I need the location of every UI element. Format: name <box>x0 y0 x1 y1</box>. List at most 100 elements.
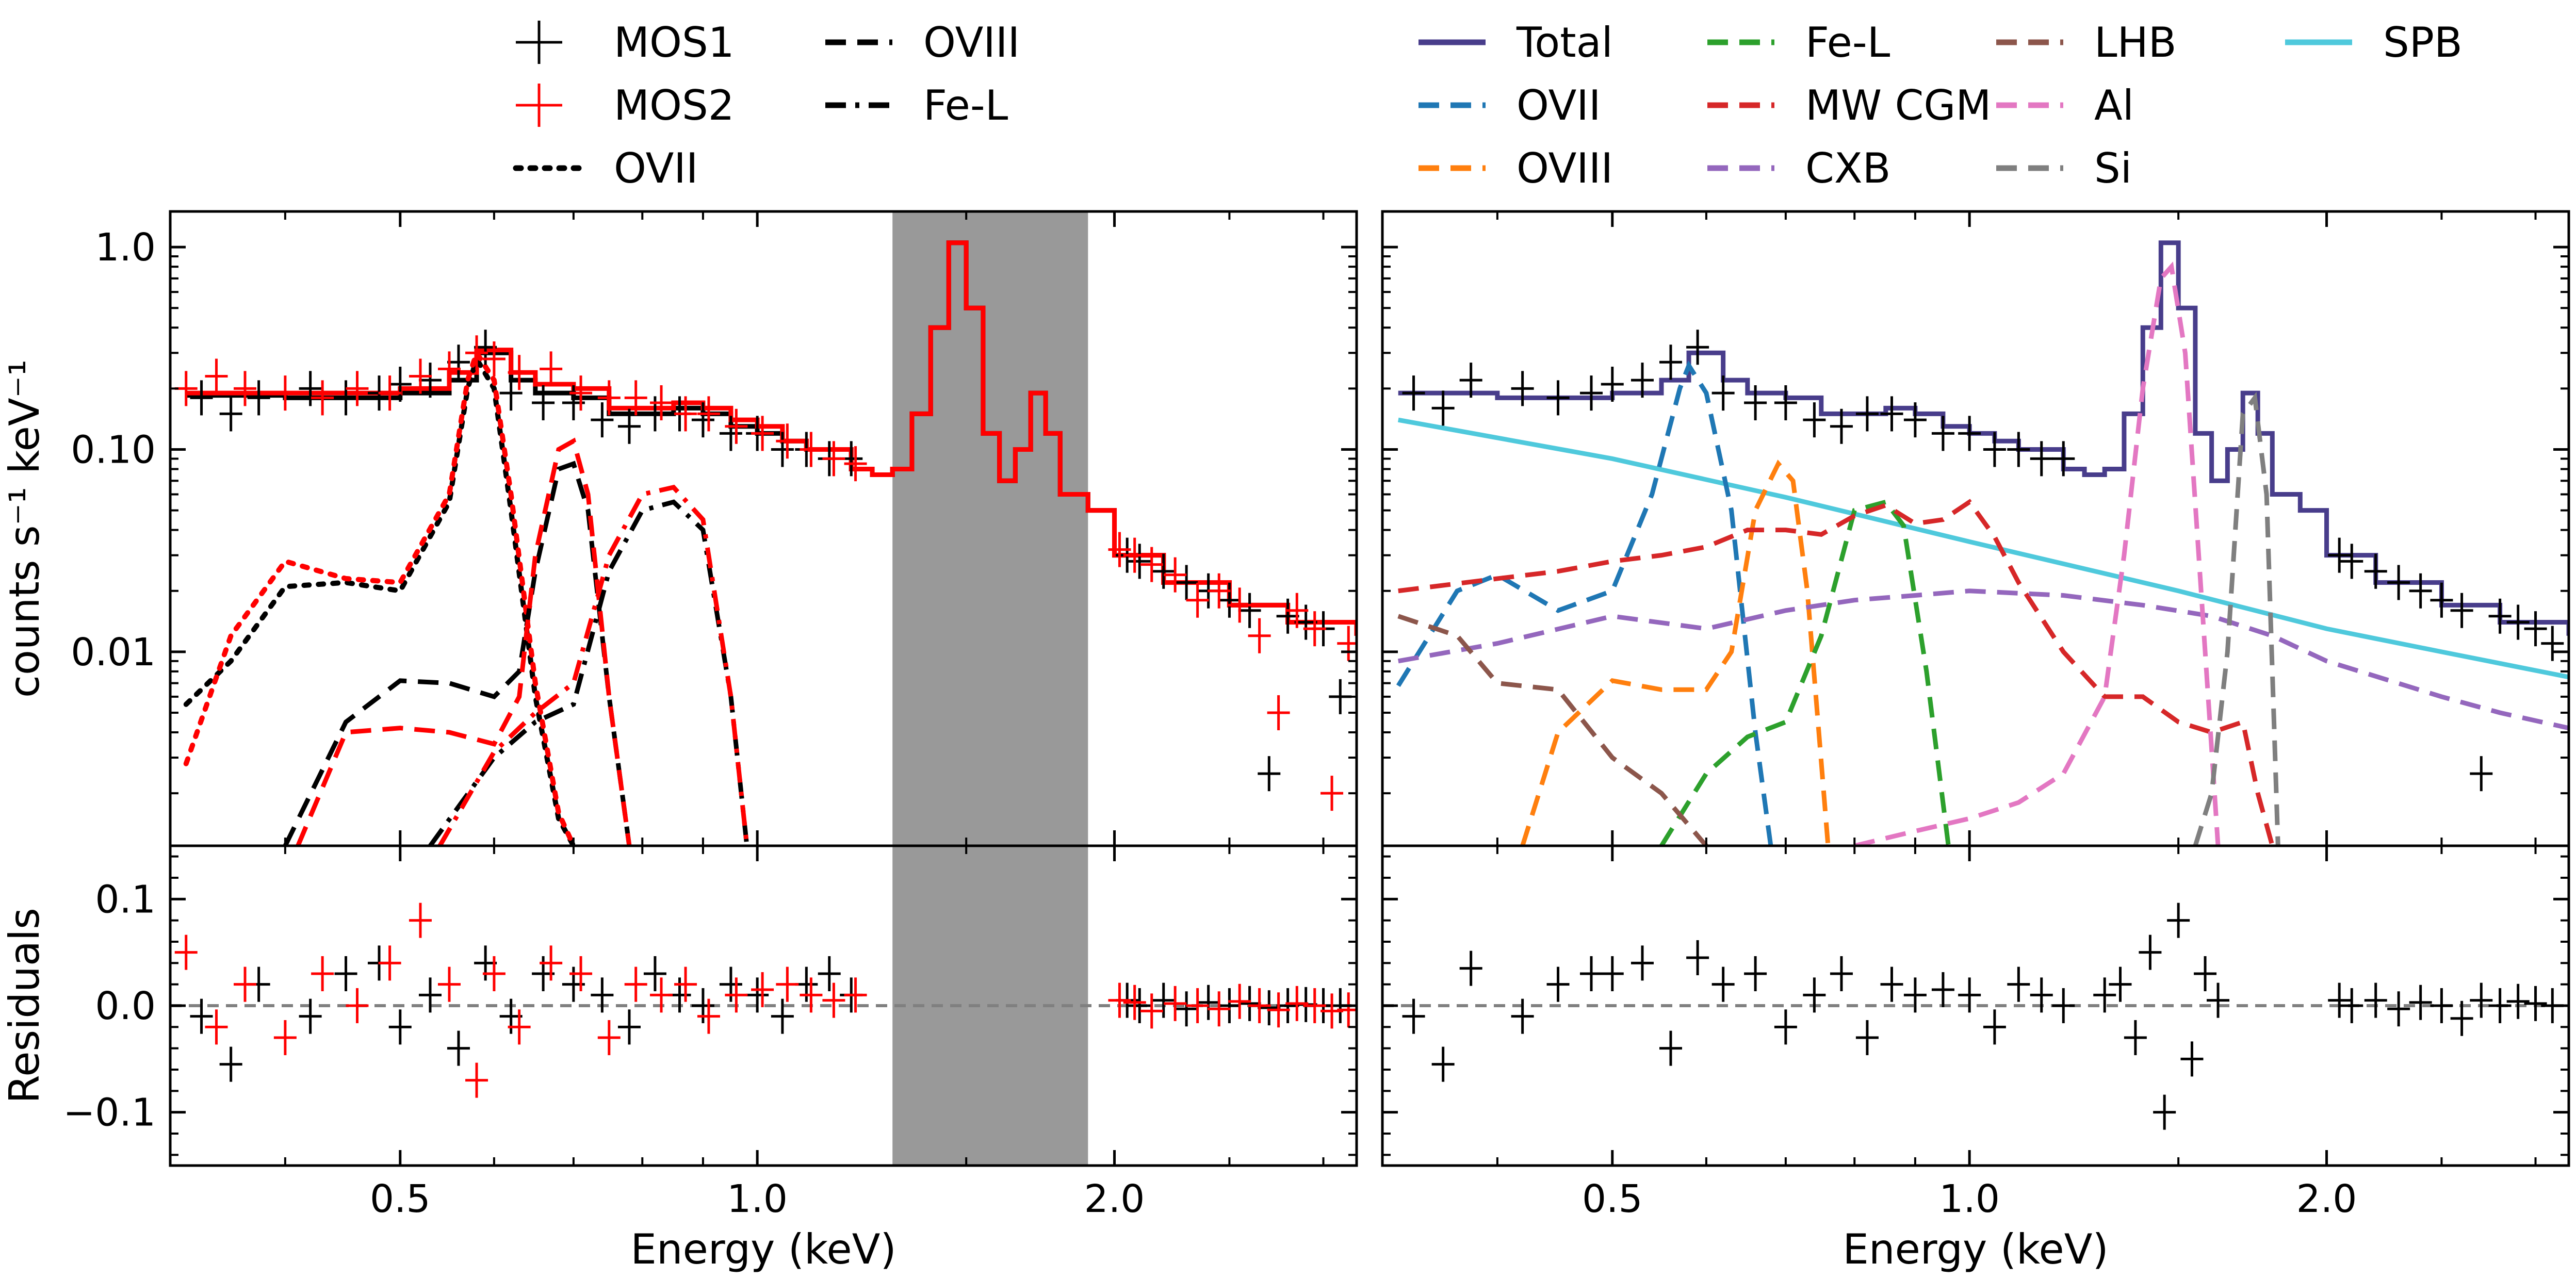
x-tick-label: 0.5 <box>370 1177 431 1221</box>
x-tick-label: 2.0 <box>2296 1177 2357 1221</box>
data-point-mos2 <box>1123 537 1146 573</box>
data-point-mos1 <box>334 380 357 416</box>
data-point-mos2-residuals <box>482 956 506 991</box>
legend-left: MOS1 MOS2 OVII OVIII Fe-L <box>513 19 1020 192</box>
series-line-oviii <box>1520 460 1831 846</box>
data-point-mos2 <box>674 396 697 432</box>
data-point-mos2-residuals <box>234 966 257 1002</box>
data-point-mos2-residuals <box>378 945 401 981</box>
data-point-data <box>1958 416 1981 451</box>
data-point-data <box>1431 390 1455 426</box>
data-point-mos1 <box>447 345 470 380</box>
data-point-mos1 <box>1175 565 1198 600</box>
data-point-residuals <box>2139 934 2162 970</box>
data-point-mos1 <box>219 396 242 432</box>
series-line-fe-l-mos1 <box>428 499 749 846</box>
x-axis-title: Energy (keV) <box>1843 1225 2108 1273</box>
x-tick-label: 0.5 <box>1582 1177 1643 1221</box>
data-point-data <box>1459 363 1482 398</box>
data-point-residuals <box>1402 998 1425 1034</box>
data-point-data <box>1711 375 1735 411</box>
data-point-mos1-residuals <box>746 977 769 1013</box>
series-line-fe-l <box>1659 499 1951 846</box>
data-point-mos2-residuals <box>1285 986 1309 1021</box>
y-tick-label: 0.0 <box>95 984 156 1028</box>
data-point-mos2 <box>1164 557 1187 593</box>
series-line-mos2-model <box>186 240 1357 636</box>
series-line-al <box>1854 261 2221 846</box>
data-point-residuals <box>1958 977 1981 1013</box>
data-point-data <box>2387 565 2410 600</box>
data-point-data <box>2007 432 2030 467</box>
data-point-mos1 <box>617 408 641 444</box>
data-point-residuals <box>2194 956 2217 991</box>
data-point-data <box>2364 553 2387 589</box>
data-point-mos1 <box>418 363 442 398</box>
data-point-residuals <box>1774 1009 1797 1045</box>
data-point-mos2 <box>1267 695 1290 730</box>
series-line-mw-cgm <box>1398 499 2275 846</box>
data-point-mos2-residuals <box>437 966 461 1002</box>
panel-top-left-spectrum: 1.0 0.10 0.01 counts s⁻¹ keV⁻¹ <box>1 210 1358 847</box>
y-axis-title: counts s⁻¹ keV⁻¹ <box>1 359 48 698</box>
data-point-data <box>1803 402 1826 438</box>
legend-label: SPB <box>2383 19 2463 67</box>
legend-item-lhb: LHB <box>1996 19 2177 67</box>
data-point-residuals <box>2109 966 2132 1002</box>
data-point-mos2 <box>751 416 774 451</box>
series-line-spb <box>1397 417 2569 680</box>
data-point-residuals <box>2052 988 2075 1023</box>
data-point-residuals <box>2124 1020 2147 1055</box>
data-point-mos2-residuals <box>597 1020 621 1055</box>
legend-right: Total OVII OVIII Fe-L MW CGM CXB LHB Al Si SPB <box>1419 19 2463 192</box>
data-point-residuals <box>1931 972 1954 1007</box>
data-point-mos2-residuals <box>1123 985 1146 1020</box>
y-tick-label: 1.0 <box>95 225 156 270</box>
legend-label: Total <box>1516 19 1613 67</box>
legend-item-cxb: CXB <box>1707 144 1891 192</box>
data-point-mos1-residuals <box>1175 991 1198 1027</box>
shaded-band <box>892 211 1088 846</box>
data-point-mos2-residuals <box>1208 991 1231 1027</box>
data-point-mos1-residuals <box>617 1009 641 1045</box>
data-point-data <box>2524 611 2547 647</box>
data-point-residuals <box>1659 1030 1682 1066</box>
data-point-mos1 <box>190 380 213 416</box>
data-point-data <box>1580 375 1603 411</box>
data-point-mos2 <box>1208 573 1231 609</box>
data-point-mos2 <box>776 423 799 459</box>
data-point-mos1 <box>691 402 714 438</box>
axis-frame <box>169 210 1358 847</box>
data-point-mos1 <box>1238 593 1261 628</box>
axis-frame <box>1381 210 2570 847</box>
data-point-mos2 <box>482 341 506 377</box>
data-point-mos1 <box>719 416 742 451</box>
legend-label: MOS1 <box>614 19 735 67</box>
panel-top-right-spectrum <box>1381 210 2570 847</box>
data-point-data <box>1744 385 1767 421</box>
data-point-mos2-residuals <box>650 977 673 1013</box>
data-point-residuals <box>2340 988 2363 1023</box>
legend-label: OVII <box>614 144 698 192</box>
y-tick-label: 0.1 <box>95 877 156 922</box>
legend-item-si: Si <box>1996 144 2132 192</box>
data-point-mos1-residuals <box>1238 986 1261 1021</box>
data-point-residuals <box>1711 966 1735 1002</box>
x-tick-label: 2.0 <box>1084 1177 1145 1221</box>
series-line-lhb <box>1397 614 1708 846</box>
series-line-ovii-mos1 <box>183 352 576 846</box>
data-point-data <box>2470 756 2493 792</box>
data-point-data <box>2030 441 2053 477</box>
data-point-mos1 <box>1276 598 1299 634</box>
data-point-mos2 <box>378 375 401 411</box>
legend-label: OVII <box>1517 81 1601 129</box>
data-point-mos2 <box>409 358 432 394</box>
legend-label: Si <box>2094 144 2132 192</box>
y-tick-label: −0.1 <box>63 1091 156 1135</box>
plot-area <box>170 846 1357 1166</box>
data-point-mos2 <box>1140 547 1163 582</box>
data-point-mos2-residuals <box>1108 982 1131 1018</box>
legend-item-mos1: MOS1 <box>516 19 735 67</box>
legend-item-al: Al <box>1996 81 2134 129</box>
